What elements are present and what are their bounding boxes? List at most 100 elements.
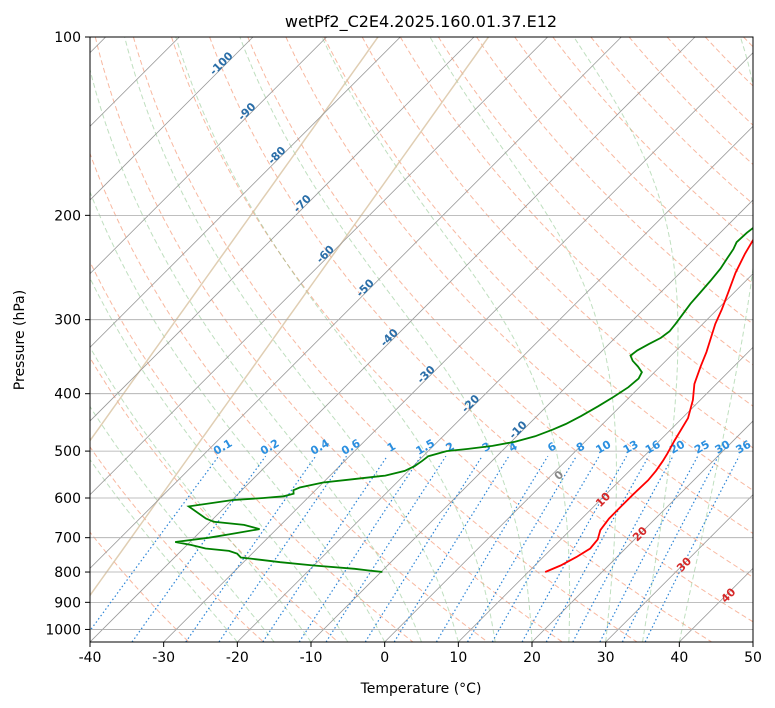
moist-adiabat [90, 190, 386, 642]
x-tick-label: -40 [79, 650, 102, 666]
dewpoint-profile [175, 226, 753, 573]
dry-adiabat [514, 37, 753, 285]
x-tick-label: 40 [670, 650, 688, 666]
isotherm-label: -40 [378, 326, 401, 349]
dry-adiabat [209, 37, 753, 623]
isotherm [310, 199, 753, 642]
dry-adiabat [90, 531, 190, 642]
moist-adiabat [678, 37, 753, 642]
y-axis: 1000 900 800 700 600 500 400 300 200 100 [45, 30, 90, 638]
x-axis-label: Temperature (°C) [360, 681, 482, 697]
isotherm-label: -90 [235, 100, 258, 123]
isotherm [90, 37, 696, 642]
mixing-ratio-line [262, 455, 388, 642]
mixing-ratio-label: 0.6 [339, 436, 363, 457]
moist-adiabat [573, 37, 679, 642]
isotherm [384, 273, 753, 642]
plot-frame [89, 36, 754, 643]
isotherm [90, 37, 327, 275]
dry-adiabat [704, 37, 753, 87]
x-tick-label: 20 [523, 650, 541, 666]
mixing-ratio-line [435, 455, 549, 642]
x-tick-label: 10 [449, 650, 467, 666]
moist-adiabat [90, 458, 238, 642]
isotherm-label: -60 [314, 242, 337, 265]
x-tick-label: 50 [744, 650, 762, 666]
moist-adiabat [321, 37, 571, 642]
dry-adiabat [171, 37, 712, 642]
background-lines [90, 37, 753, 642]
mixing-ratio-label: 30 [713, 438, 733, 457]
y-tick-label: 900 [54, 595, 81, 611]
isotherm-label: -30 [414, 363, 437, 386]
y-tick-label: 600 [54, 491, 81, 507]
y-tick-label: 800 [54, 565, 81, 581]
y-tick-label: 300 [54, 313, 81, 329]
isotherm [90, 37, 254, 201]
mixing-ratio-line [393, 455, 510, 642]
isotherm-label: -70 [291, 192, 314, 215]
mixing-ratio-line [644, 455, 740, 642]
dry-adiabat [247, 37, 753, 578]
x-tick-label: -10 [300, 650, 323, 666]
isotherm [679, 567, 753, 642]
auxiliary-curve [90, 37, 379, 442]
mixing-ratio-label: 0.4 [308, 436, 332, 457]
isotherm [237, 125, 753, 642]
mixing-ratio-label: 10 [593, 438, 613, 457]
isotherm [163, 52, 753, 642]
moist-adiabat [90, 277, 349, 642]
dry-adiabat [437, 37, 753, 366]
moist-adiabat [429, 37, 617, 642]
dry-adiabat [90, 260, 414, 642]
line-annotations: 0.1 0.2 0.4 0.6 1 1.5 2 3 4 6 8 10 13 16 20 25 30 36-100-… [207, 49, 753, 605]
y-axis-label: Pressure (hPa) [12, 290, 28, 390]
y-tick-label: 200 [54, 208, 81, 224]
isotherm [90, 37, 401, 348]
x-tick-label: -20 [226, 650, 249, 666]
mixing-ratio-line [521, 455, 628, 642]
dry-adiabat [399, 37, 753, 407]
isotherm [90, 37, 475, 422]
mixing-ratio-line [621, 455, 719, 642]
isotherm [458, 346, 753, 642]
dry-adiabat [285, 37, 753, 535]
y-tick-label: 1000 [45, 622, 81, 638]
mixing-ratio-label: 2 [444, 440, 457, 455]
mixing-ratio-label: 25 [692, 438, 712, 457]
y-tick-label: 700 [54, 531, 81, 547]
dry-adiabat [132, 37, 638, 642]
moist-adiabat [90, 405, 275, 642]
sounding-profiles [175, 226, 753, 573]
mixing-ratio-line [325, 455, 447, 642]
dry-adiabat [743, 37, 753, 48]
moist-adiabat [175, 37, 496, 642]
mixing-ratio-label: 36 [733, 438, 753, 457]
isotherm [90, 37, 622, 569]
dry-adiabat [94, 37, 563, 642]
auxiliary-curve [90, 37, 490, 597]
chart-title: wetPf2_C2E4.2025.160.01.37.E12 [285, 12, 557, 32]
x-tick-label: 30 [597, 650, 615, 666]
mixing-ratio-line [466, 455, 577, 642]
mixing-ratio-line [218, 455, 347, 642]
dry-adiabat-label: 10 [593, 490, 613, 510]
moist-adiabat [239, 37, 533, 642]
mixing-ratio-line [90, 455, 220, 632]
mixing-ratio-line [599, 455, 699, 642]
mixing-ratio-line [545, 455, 650, 642]
isotherm [531, 420, 753, 642]
isotherm [90, 37, 548, 496]
moist-adiabat [90, 346, 312, 642]
temperature-profile [544, 238, 753, 573]
mixing-ratio-label: 0.1 [211, 437, 234, 458]
dry-adiabat [90, 356, 339, 642]
moist-adiabat [90, 67, 422, 642]
mixing-ratio-line [131, 455, 267, 642]
dry-adiabat [552, 37, 753, 245]
isotherm-label: -50 [354, 276, 377, 299]
dry-adiabat [90, 152, 488, 642]
isotherm [605, 494, 753, 642]
x-axis: -40 -30 -20 -10 0 10 20 30 40 50 [79, 642, 762, 666]
